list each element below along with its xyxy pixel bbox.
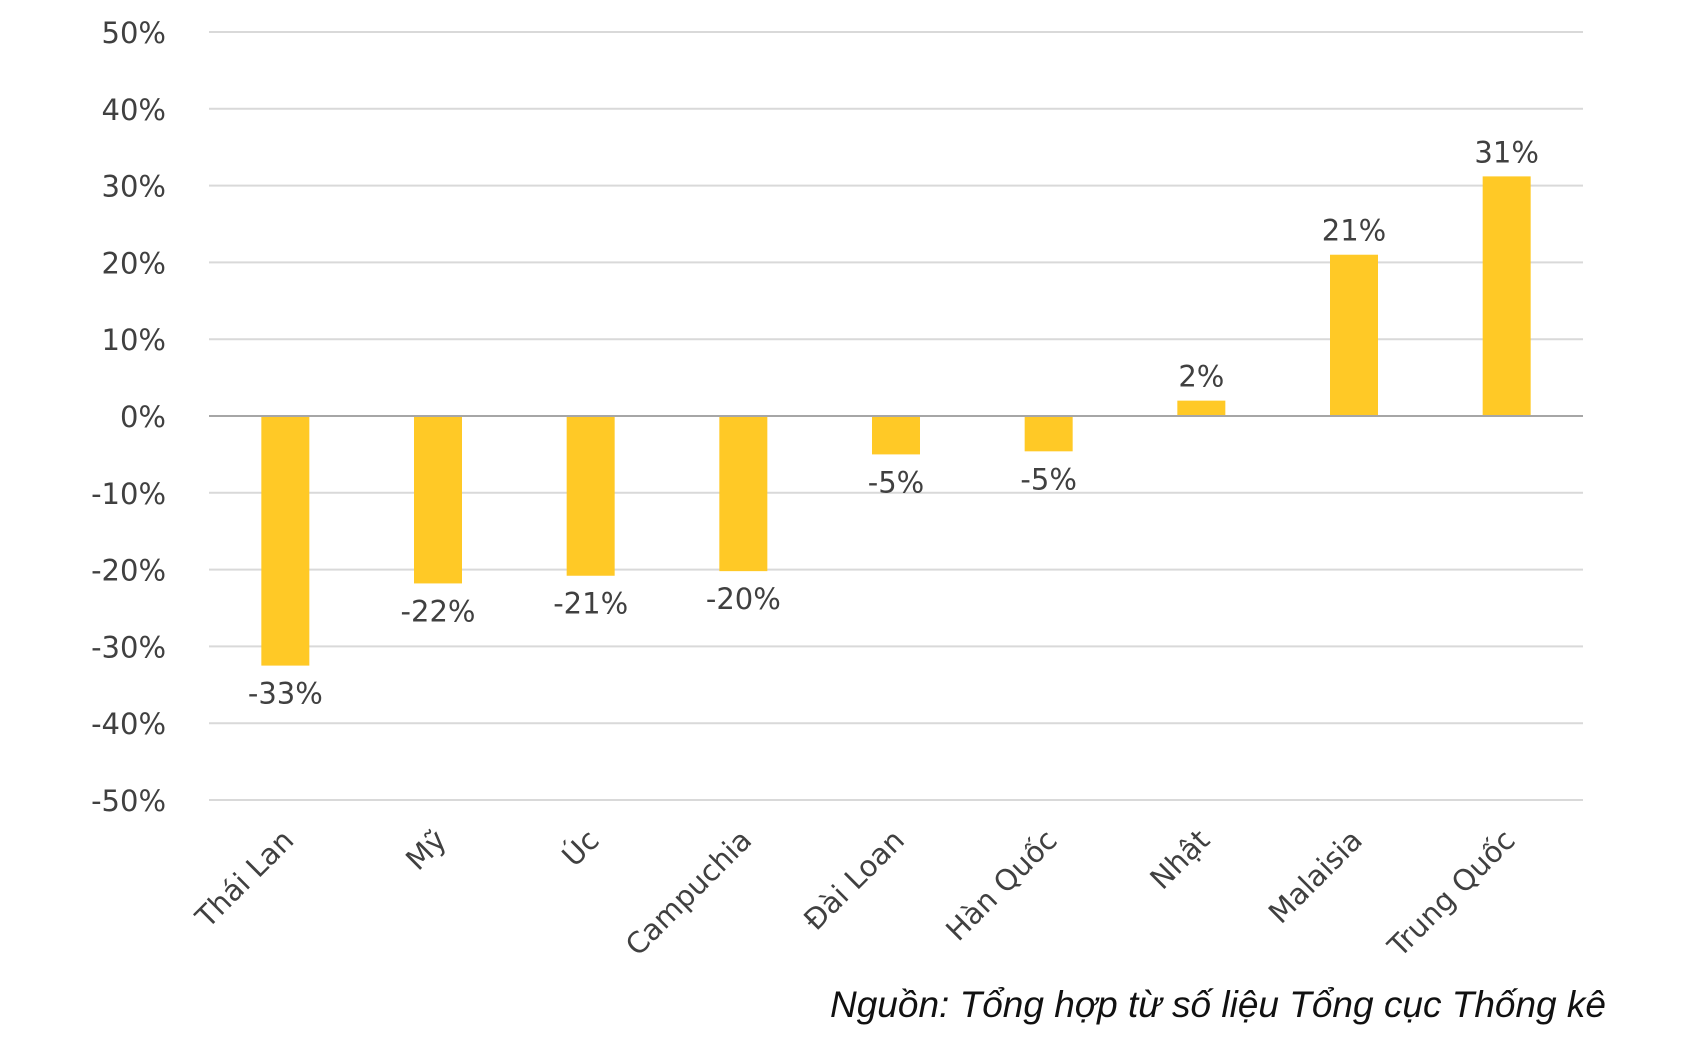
category-label: Úc: [555, 823, 605, 873]
data-label: -21%: [553, 587, 628, 621]
y-tick-label: -40%: [91, 707, 166, 741]
category-label: Malaisia: [1262, 823, 1369, 930]
y-tick-label: 40%: [102, 93, 166, 127]
bars: [261, 176, 1531, 666]
category-label: Mỹ: [399, 823, 453, 877]
bar: [261, 416, 310, 666]
bar: [1482, 176, 1531, 416]
bar: [719, 416, 768, 572]
data-label: 2%: [1178, 360, 1224, 394]
y-tick-label: 50%: [102, 16, 166, 50]
y-axis-tick-labels: 50% 40% 30% 20% 10% 0% -10% -20% -30% -40% -50%: [91, 16, 166, 818]
data-labels: -33% -22% -21% -20% -5% -5% 2% 21% 31%: [248, 135, 1539, 710]
data-label: -22%: [401, 594, 476, 628]
y-tick-label: 0%: [120, 400, 166, 434]
category-label: Trung Quốc: [1380, 823, 1521, 964]
y-tick-label: 30%: [102, 170, 166, 204]
y-tick-label: -10%: [91, 477, 166, 511]
data-label: -33%: [248, 677, 323, 711]
category-label: Nhật: [1143, 823, 1216, 896]
data-label: 21%: [1322, 214, 1386, 248]
data-label: -5%: [1020, 462, 1076, 496]
data-label: -5%: [868, 465, 924, 499]
y-tick-label: -30%: [91, 630, 166, 664]
y-tick-label: 10%: [102, 323, 166, 357]
category-label: Campuchia: [619, 823, 758, 962]
bar: [414, 416, 462, 584]
bar: [872, 416, 920, 455]
category-label: Hàn Quốc: [939, 823, 1064, 948]
data-label: 31%: [1474, 135, 1538, 169]
y-tick-label: -20%: [91, 554, 166, 588]
y-tick-label: 20%: [102, 246, 166, 280]
category-label: Đài Loan: [797, 823, 911, 937]
bar: [1330, 254, 1378, 416]
y-tick-label: -50%: [91, 784, 166, 818]
category-label: Thái Lan: [188, 823, 300, 935]
bar: [1177, 400, 1226, 416]
data-label: -20%: [706, 582, 781, 616]
source-note: Nguồn: Tổng hợp từ số liệu Tổng cục Thốn…: [830, 984, 1606, 1025]
bar: [566, 416, 615, 576]
x-axis-category-labels: Thái Lan Mỹ Úc Campuchia Đài Loan Hàn Quốc Nhậ…: [188, 823, 1521, 964]
bar: [1024, 416, 1073, 452]
